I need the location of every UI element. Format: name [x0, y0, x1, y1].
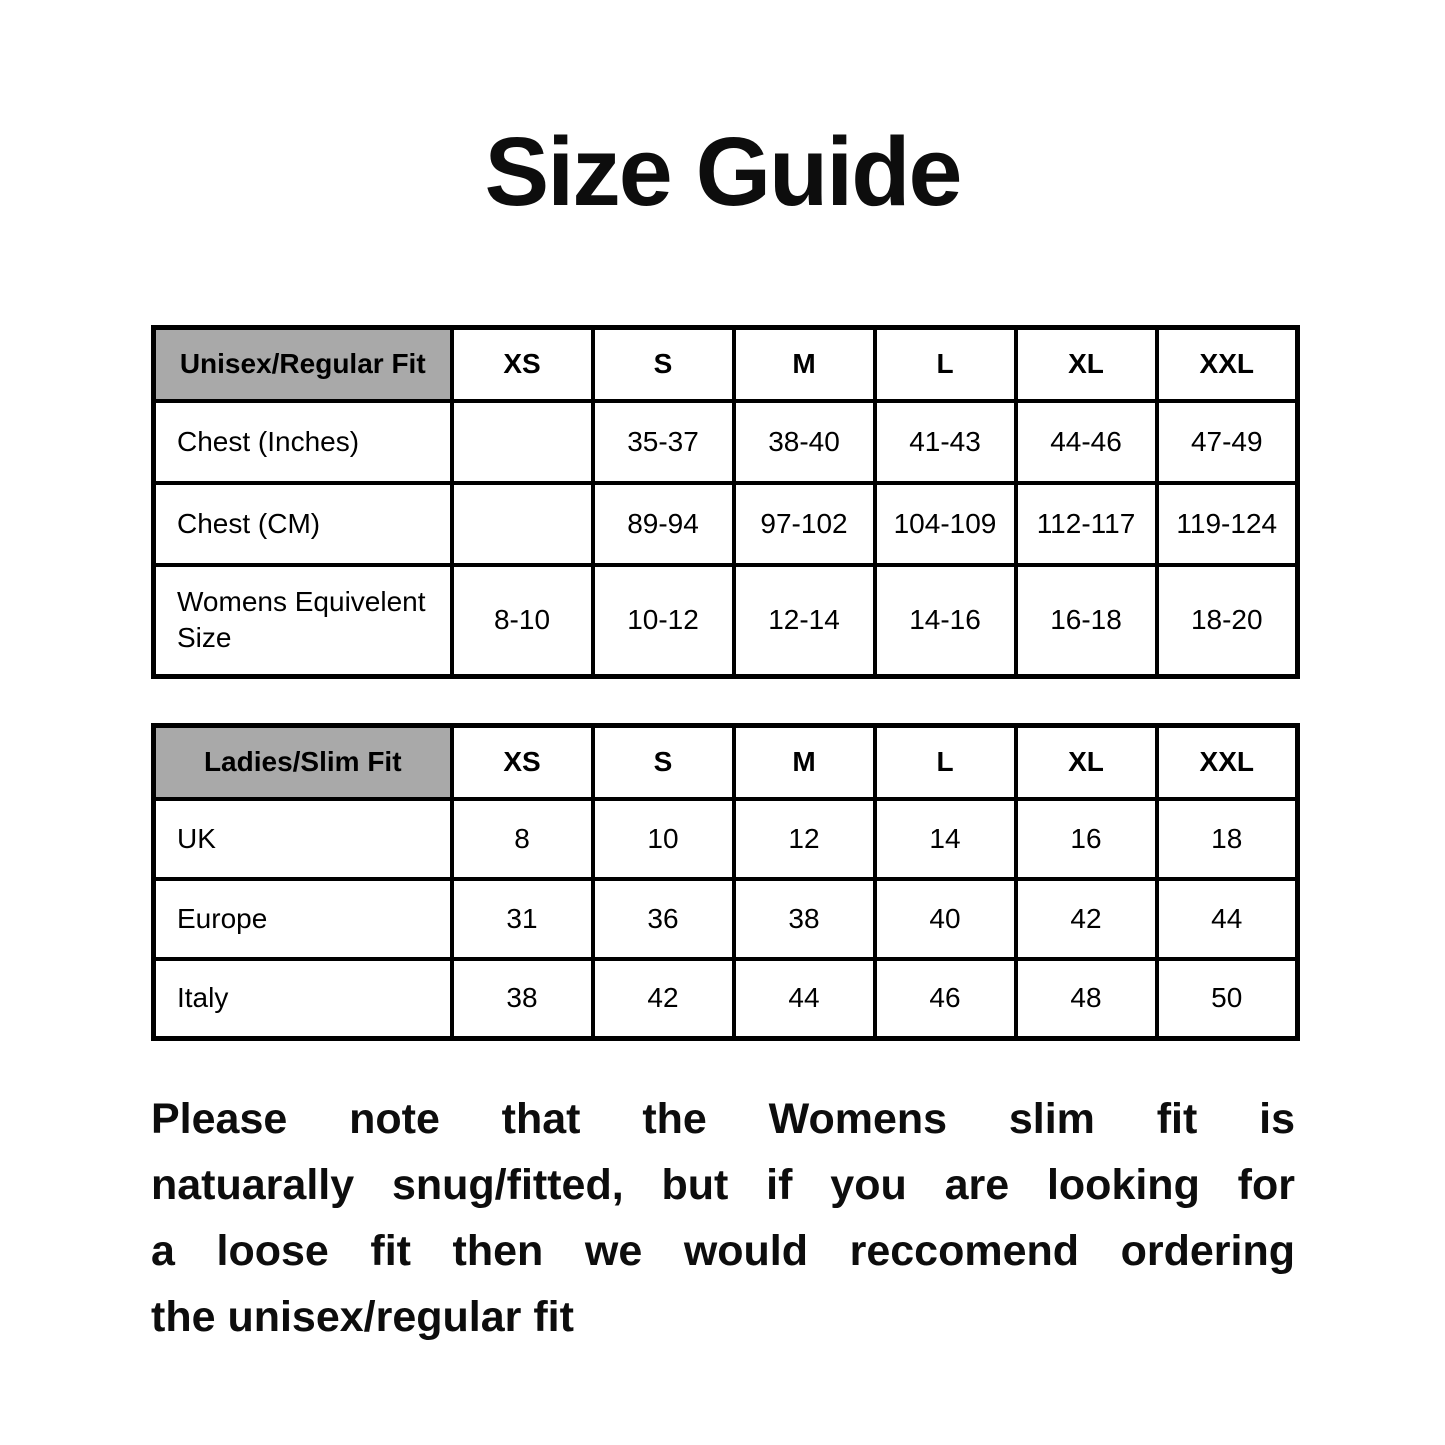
size-cell: 12 — [731, 796, 877, 881]
size-cell: 10 — [590, 796, 736, 881]
size-cell: 89-94 — [590, 480, 736, 567]
size-cell: 36 — [590, 876, 736, 961]
table-row-chest-cm: Chest (CM) 89-94 97-102 104-109 112-117 … — [151, 480, 1300, 567]
column-header-s: S — [590, 325, 736, 403]
size-cell: 8 — [449, 796, 595, 881]
column-header-s: S — [590, 723, 736, 801]
size-cell: 42 — [590, 956, 736, 1041]
size-cell: 50 — [1154, 956, 1300, 1041]
column-header-xs: XS — [449, 723, 595, 801]
size-cell: 41-43 — [872, 398, 1018, 485]
column-header-l: L — [872, 325, 1018, 403]
size-cell: 16-18 — [1013, 562, 1159, 679]
column-header-xxl: XXL — [1154, 723, 1300, 801]
size-cell: 38-40 — [731, 398, 877, 485]
fit-note-line: the unisex/regular fit — [151, 1293, 574, 1341]
unisex-table-title-cell: Unisex/Regular Fit — [151, 325, 454, 403]
row-label: UK — [151, 796, 454, 881]
size-cell: 44-46 — [1013, 398, 1159, 485]
size-cell: 44 — [731, 956, 877, 1041]
fit-note-line: a loose fit then we would reccomend orde… — [151, 1227, 1295, 1275]
ladies-table-title-cell: Ladies/Slim Fit — [151, 723, 454, 801]
size-cell: 8-10 — [449, 562, 595, 679]
column-header-m: M — [731, 723, 877, 801]
size-cell: 104-109 — [872, 480, 1018, 567]
row-label: Chest (Inches) — [151, 398, 454, 485]
size-cell: 48 — [1013, 956, 1159, 1041]
size-cell: 119-124 — [1154, 480, 1300, 567]
table-row-uk: UK 8 10 12 14 16 18 — [151, 796, 1300, 881]
size-cell: 16 — [1013, 796, 1159, 881]
table-row-womens-equivalent: Womens Equivelent Size 8-10 10-12 12-14 … — [151, 562, 1300, 679]
size-cell: 46 — [872, 956, 1018, 1041]
column-header-l: L — [872, 723, 1018, 801]
size-cell: 18-20 — [1154, 562, 1300, 679]
size-cell: 14 — [872, 796, 1018, 881]
row-label: Italy — [151, 956, 454, 1041]
table-row-italy: Italy 38 42 44 46 48 50 — [151, 956, 1300, 1041]
table-header-row: Unisex/Regular Fit XS S M L XL XXL — [151, 325, 1300, 403]
size-cell: 112-117 — [1013, 480, 1159, 567]
table-header-row: Ladies/Slim Fit XS S M L XL XXL — [151, 723, 1300, 801]
table-row-chest-inches: Chest (Inches) 35-37 38-40 41-43 44-46 4… — [151, 398, 1300, 485]
size-cell: 47-49 — [1154, 398, 1300, 485]
size-cell: 35-37 — [590, 398, 736, 485]
size-cell: 12-14 — [731, 562, 877, 679]
column-header-xl: XL — [1013, 723, 1159, 801]
size-cell: 31 — [449, 876, 595, 961]
page-title: Size Guide — [484, 117, 963, 226]
size-cell: 18 — [1154, 796, 1300, 881]
table-row-europe: Europe 31 36 38 40 42 44 — [151, 876, 1300, 961]
size-cell: 44 — [1154, 876, 1300, 961]
fit-note-line: natuarally snug/fitted, but if you are l… — [151, 1161, 1295, 1209]
row-label: Womens Equivelent Size — [151, 562, 454, 679]
ladies-slim-fit-table: Ladies/Slim Fit XS S M L XL XXL UK 8 10 … — [151, 723, 1300, 1041]
fit-note-line: Please note that the Womens slim fit is — [151, 1095, 1295, 1143]
row-label: Europe — [151, 876, 454, 961]
size-cell: 97-102 — [731, 480, 877, 567]
size-cell — [449, 480, 595, 567]
fit-note: Please note that the Womens slim fit is … — [151, 1086, 1295, 1350]
column-header-xs: XS — [449, 325, 595, 403]
column-header-xl: XL — [1013, 325, 1159, 403]
column-header-m: M — [731, 325, 877, 403]
size-cell — [449, 398, 595, 485]
size-cell: 10-12 — [590, 562, 736, 679]
size-cell: 38 — [449, 956, 595, 1041]
column-header-xxl: XXL — [1154, 325, 1300, 403]
unisex-regular-fit-table: Unisex/Regular Fit XS S M L XL XXL Chest… — [151, 325, 1300, 679]
size-cell: 38 — [731, 876, 877, 961]
size-cell: 42 — [1013, 876, 1159, 961]
row-label: Chest (CM) — [151, 480, 454, 567]
size-cell: 40 — [872, 876, 1018, 961]
size-cell: 14-16 — [872, 562, 1018, 679]
